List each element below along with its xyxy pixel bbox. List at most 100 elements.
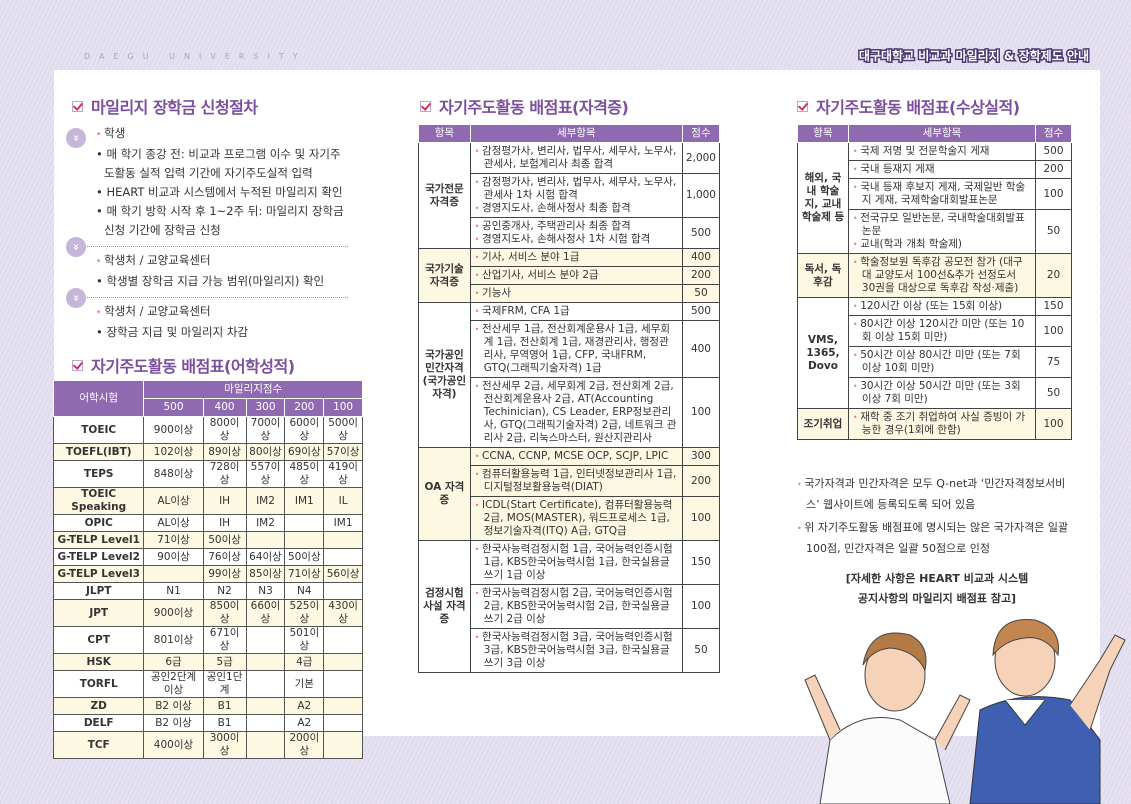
score-cell bbox=[245, 670, 286, 698]
score-cell: 300 bbox=[681, 447, 721, 466]
reference-line: [자세한 사항은 HEART 비교과 시스템 bbox=[845, 572, 1029, 585]
table-row: 전국규모 일반논문, 국내학술대회발표논문교내(학과 개최 학술제)50 bbox=[798, 209, 1072, 254]
score-cell: 50이상 bbox=[202, 531, 247, 549]
detail-item: ICDL(Start Certificate), 컴퓨터활용능력 2급, MOS… bbox=[475, 499, 678, 538]
score-cell: 100 bbox=[681, 496, 721, 541]
score-cell: 1,000 bbox=[681, 173, 721, 218]
score-cell: 50 bbox=[681, 628, 721, 673]
category-cell: 해외, 국내 학술지, 교내 학술제 등 bbox=[797, 142, 849, 254]
score-cell: 671이상 bbox=[202, 626, 247, 654]
test-name-cell: G-TELP Level1 bbox=[52, 531, 145, 549]
procedure-step: » 학생처 / 교양교육센터 • 장학금 지급 및 마일리지 차감 bbox=[66, 288, 348, 348]
detail-cell: 한국사능력검정시험 1급, 국어능력인증시험 1급, KBS한국어능력시험 1급… bbox=[469, 540, 683, 585]
detail-cell: 한국사능력검정시험 2급, 국어능력인증시험 2급, KBS한국어능력시험 2급… bbox=[469, 584, 683, 629]
category-cell: VMS, 1365, Dovo bbox=[797, 297, 849, 409]
column-header: 세부항목 bbox=[847, 124, 1037, 143]
detail-item: 기사, 서비스 분야 1급 bbox=[475, 251, 678, 264]
score-cell bbox=[323, 714, 363, 732]
detail-cell: 80시간 이상 120시간 미만 (또는 10회 이상 15회 미만) bbox=[847, 315, 1037, 347]
detail-cell: 120시간 이상 (또는 15회 이상) bbox=[847, 297, 1037, 316]
detail-cell: CCNA, CCNP, MCSE OCP, SCJP, LPIC bbox=[469, 447, 683, 466]
score-cell: 800이상 bbox=[202, 416, 247, 444]
table-row: 공인중개사, 주택관리사 최종 합격경영지도사, 손해사정사 1차 시험 합격5… bbox=[419, 217, 721, 249]
column-header-score: 500 bbox=[143, 398, 204, 417]
score-cell: 85이상 bbox=[245, 565, 286, 583]
column-header: 항목 bbox=[797, 124, 849, 143]
score-cell: 900이상 bbox=[143, 599, 204, 627]
score-cell bbox=[245, 653, 286, 671]
column-header-score: 300 bbox=[245, 398, 286, 417]
score-cell: 300이상 bbox=[202, 731, 247, 759]
table-row: JPT 900이상 850이상 660이상 525이상 430이상 bbox=[52, 599, 363, 627]
category-cell: 조기취업 bbox=[797, 408, 849, 440]
table-row: 조기취업재학 중 조기 취업하여 사실 증빙이 가능한 경우(1회에 한함)10… bbox=[797, 408, 1072, 440]
score-cell: 57이상 bbox=[323, 443, 363, 461]
procedure-step: » 학생• 매 학기 종강 전: 비교과 프로그램 이수 및 자기주도활동 실적 … bbox=[66, 124, 348, 246]
table-row: 해외, 국내 학술지, 교내 학술제 등 국제 저명 및 전문학술지 게재 500 bbox=[797, 142, 1072, 254]
score-cell: A2 bbox=[284, 714, 325, 732]
detail-cell: 기사, 서비스 분야 1급 bbox=[469, 248, 683, 267]
score-cell: 75 bbox=[1035, 346, 1072, 378]
brand-text: DAEGU UNIVERSITY bbox=[84, 52, 307, 61]
procedure-title: 마일리지 장학금 신청절차 bbox=[72, 94, 258, 118]
students-illustration bbox=[804, 618, 1126, 804]
step-item: • 학생별 장학금 지급 가능 범위(마일리지) 확인 bbox=[96, 274, 325, 288]
certs-title-text: 자기주도활동 배점표(자격증) bbox=[439, 98, 629, 117]
score-cell: 공인2단계 이상 bbox=[143, 670, 204, 698]
detail-item: 국제 저명 및 전문학술지 게재 bbox=[853, 145, 1031, 158]
score-cell: 80이상 bbox=[245, 443, 286, 461]
score-cell bbox=[323, 531, 363, 549]
table-row: TOEFL(IBT) 102이상 89이상 80이상 69이상 57이상 bbox=[52, 443, 363, 461]
score-cell: 50 bbox=[1035, 209, 1072, 254]
score-cell: 64이상 bbox=[245, 548, 286, 566]
table-row: G-TELP Level3 99이상 85이상 71이상 56이상 bbox=[52, 565, 363, 583]
score-cell: 660이상 bbox=[245, 599, 286, 627]
score-cell: 848이상 bbox=[143, 460, 204, 488]
awards-title-text: 자기주도활동 배점표(수상실적) bbox=[816, 98, 1020, 117]
detail-cell: 산업기사, 서비스 분야 2급 bbox=[469, 266, 683, 285]
detail-cell: 전산세무 1급, 전산회계운용사 1급, 세무회계 1급, 전산회계 1급, 재… bbox=[469, 320, 683, 378]
checkbox-icon bbox=[797, 100, 808, 112]
score-cell: IM2 bbox=[245, 487, 286, 515]
score-cell: 200이상 bbox=[284, 731, 325, 759]
score-cell: B2 이상 bbox=[143, 714, 204, 732]
detail-cell: 공인중개사, 주택관리사 최종 합격경영지도사, 손해사정사 1차 시험 합격 bbox=[469, 217, 683, 249]
score-cell: IM2 bbox=[245, 514, 286, 532]
detail-cell: 국내 등재지 게재 bbox=[847, 160, 1037, 179]
test-name-cell: CPT bbox=[52, 626, 145, 654]
score-cell: N4 bbox=[284, 582, 325, 600]
table-row: VMS, 1365, Dovo 120시간 이상 (또는 15회 이상) 150 bbox=[797, 297, 1072, 409]
score-cell bbox=[245, 731, 286, 759]
detail-item: 30시간 이상 50시간 미만 (또는 3회 이상 7회 미만) bbox=[853, 380, 1031, 406]
detail-item: 80시간 이상 120시간 미만 (또는 10회 이상 15회 미만) bbox=[853, 318, 1031, 344]
score-cell: 419이상 bbox=[323, 460, 363, 488]
score-cell: 76이상 bbox=[202, 548, 247, 566]
table-row: 독서, 독후감학술정보원 독후감 공모전 참가 (대구대 교양도서 100선&추… bbox=[797, 253, 1072, 298]
score-cell: AL이상 bbox=[143, 514, 204, 532]
table-row: 한국사능력검정시험 2급, 국어능력인증시험 2급, KBS한국어능력시험 2급… bbox=[419, 584, 721, 629]
score-cell: 100 bbox=[1035, 408, 1072, 440]
category-cell: 국가전문 자격증 bbox=[418, 142, 471, 249]
table-row: 감정평가사, 변리사, 법무사, 세무사, 노무사, 관세사 1차 시험 합격경… bbox=[419, 173, 721, 218]
score-cell: 50이상 bbox=[284, 548, 325, 566]
table-row: DELF B2 이상 B1 A2 bbox=[52, 714, 363, 732]
column-header: 항목 bbox=[418, 124, 471, 143]
score-cell: IL bbox=[323, 487, 363, 515]
score-cell: 200 bbox=[1035, 160, 1072, 179]
test-name-cell: HSK bbox=[52, 653, 145, 671]
score-cell: IH bbox=[202, 487, 247, 515]
detail-item: 120시간 이상 (또는 15회 이상) bbox=[853, 300, 1031, 313]
detail-cell: 국내 등재 후보지 게재, 국제일반 학술지 게재, 국제학술대회발표논문 bbox=[847, 178, 1037, 210]
table-row: 80시간 이상 120시간 미만 (또는 10회 이상 15회 미만)100 bbox=[798, 315, 1072, 347]
chevron-down-icon: » bbox=[66, 128, 86, 148]
score-cell: 99이상 bbox=[202, 565, 247, 583]
test-name-cell: TOEIC bbox=[52, 416, 145, 444]
test-name-cell: TOEIC Speaking bbox=[52, 487, 145, 515]
detail-cell: 감정평가사, 변리사, 법무사, 세무사, 노무사, 관세사 1차 시험 합격경… bbox=[469, 173, 683, 218]
column-header: 점수 bbox=[681, 124, 721, 143]
detail-item: 교내(학과 개최 학술제) bbox=[853, 238, 1031, 251]
test-name-cell: JLPT bbox=[52, 582, 145, 600]
detail-item: 기능사 bbox=[475, 287, 678, 300]
score-cell: 557이상 bbox=[245, 460, 286, 488]
